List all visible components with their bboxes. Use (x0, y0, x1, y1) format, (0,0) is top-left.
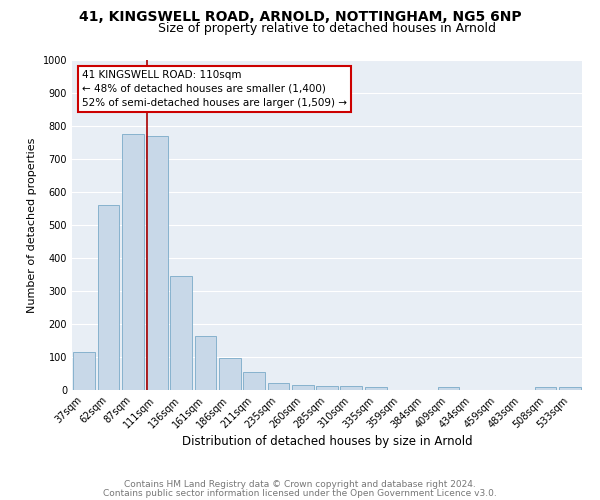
Bar (292, 385, 314, 390)
Bar (340, 386, 362, 390)
Bar (219, 358, 241, 390)
Bar (170, 276, 192, 390)
Bar (316, 386, 338, 390)
Bar (535, 386, 556, 390)
Text: Contains public sector information licensed under the Open Government Licence v3: Contains public sector information licen… (103, 489, 497, 498)
Bar (122, 134, 143, 390)
X-axis label: Distribution of detached houses by size in Arnold: Distribution of detached houses by size … (182, 436, 472, 448)
Title: Size of property relative to detached houses in Arnold: Size of property relative to detached ho… (158, 22, 496, 35)
Bar (194, 336, 217, 390)
Text: 41, KINGSWELL ROAD, ARNOLD, NOTTINGHAM, NG5 6NP: 41, KINGSWELL ROAD, ARNOLD, NOTTINGHAM, … (79, 10, 521, 24)
Bar (73, 352, 95, 390)
Bar (437, 386, 460, 390)
Bar (268, 384, 289, 390)
Bar (146, 136, 168, 390)
Bar (97, 205, 119, 390)
Y-axis label: Number of detached properties: Number of detached properties (27, 138, 37, 312)
Bar (243, 372, 265, 390)
Text: Contains HM Land Registry data © Crown copyright and database right 2024.: Contains HM Land Registry data © Crown c… (124, 480, 476, 489)
Bar (365, 386, 386, 390)
Text: 41 KINGSWELL ROAD: 110sqm
← 48% of detached houses are smaller (1,400)
52% of se: 41 KINGSWELL ROAD: 110sqm ← 48% of detac… (82, 70, 347, 108)
Bar (559, 386, 581, 390)
